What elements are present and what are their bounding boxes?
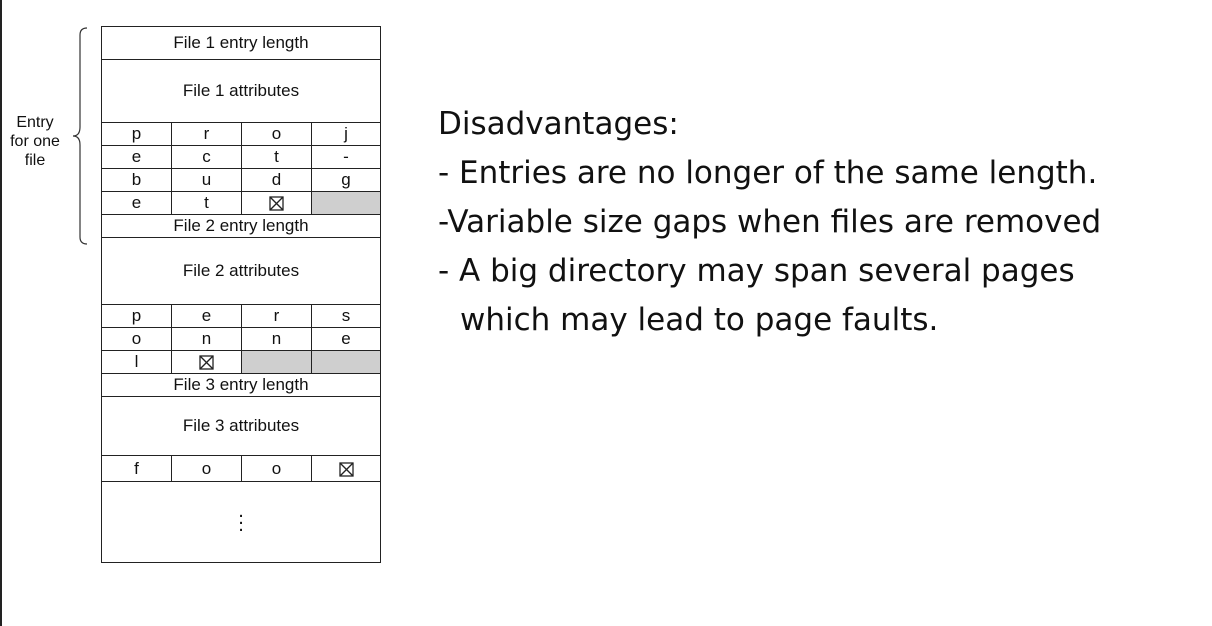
end-of-name-marker-icon — [338, 461, 354, 477]
file-name-char-cell: e — [311, 327, 381, 351]
padding-cell — [311, 191, 381, 215]
file-name-char-cell: s — [311, 304, 381, 328]
note-point-1: - Entries are no longer of the same leng… — [438, 155, 1098, 191]
vertical-ellipsis-icon: ... — [238, 500, 244, 536]
file-name-char-cell: - — [311, 145, 381, 169]
brace-label-line-1: Entry — [16, 114, 54, 131]
end-of-name-marker-icon — [269, 196, 284, 211]
file-entry-length-cell: File 2 entry length — [101, 214, 381, 238]
file-attributes-cell: File 2 attributes — [101, 237, 381, 305]
file-name-char-cell: e — [101, 191, 172, 215]
file-name-char-cell: o — [241, 122, 312, 146]
file-name-char-cell: u — [171, 168, 242, 192]
file-name-char-cell: o — [241, 455, 312, 482]
curly-brace-icon — [72, 27, 88, 245]
notes-heading: Disadvantages: — [438, 106, 679, 142]
file-entry-length-cell: File 1 entry length — [101, 26, 381, 60]
file-name-char-cell: e — [171, 304, 242, 328]
note-point-2: -Variable size gaps when files are remov… — [438, 204, 1102, 240]
file-name-char-cell: g — [311, 168, 381, 192]
file-name-char-cell: n — [241, 327, 312, 351]
padding-cell — [241, 350, 312, 374]
disadvantages-notes: Disadvantages: - Entries are no longer o… — [438, 100, 1208, 345]
file-entry-length-cell: File 3 entry length — [101, 373, 381, 397]
more-entries-region: ... — [101, 481, 381, 563]
file-name-char-cell: p — [101, 304, 172, 328]
file-name-char-cell: r — [171, 122, 242, 146]
file-name-char-cell: l — [101, 350, 172, 374]
brace-label-line-2: for one — [10, 133, 60, 150]
end-of-name-marker-icon — [199, 355, 214, 370]
file-name-char-cell: r — [241, 304, 312, 328]
name-terminator-cell — [241, 191, 312, 215]
file-name-char-cell: t — [171, 191, 242, 215]
note-point-4: which may lead to page faults. — [460, 302, 939, 338]
name-terminator-cell — [171, 350, 242, 374]
file-attributes-cell: File 1 attributes — [101, 59, 381, 123]
directory-entries-table: File 1 entry length File 1 attributes p r o j… — [101, 26, 381, 563]
file-name-char-cell: d — [241, 168, 312, 192]
file-attributes-cell: File 3 attributes — [101, 396, 381, 456]
name-terminator-cell — [311, 455, 381, 482]
file-name-char-cell: n — [171, 327, 242, 351]
file-name-char-cell: f — [101, 455, 172, 482]
file-name-char-cell: j — [311, 122, 381, 146]
padding-cell — [311, 350, 381, 374]
file-name-char-cell: c — [171, 145, 242, 169]
file-name-char-cell: p — [101, 122, 172, 146]
file-name-char-cell: b — [101, 168, 172, 192]
note-point-3: - A big directory may span several pages — [438, 253, 1075, 289]
file-name-char-cell: o — [101, 327, 172, 351]
brace-label: Entry for one file — [0, 113, 70, 170]
left-edge-rule — [0, 0, 2, 626]
file-name-char-cell: t — [241, 145, 312, 169]
brace-label-line-3: file — [24, 152, 46, 169]
file-name-char-cell: o — [171, 455, 242, 482]
file-name-char-cell: e — [101, 145, 172, 169]
